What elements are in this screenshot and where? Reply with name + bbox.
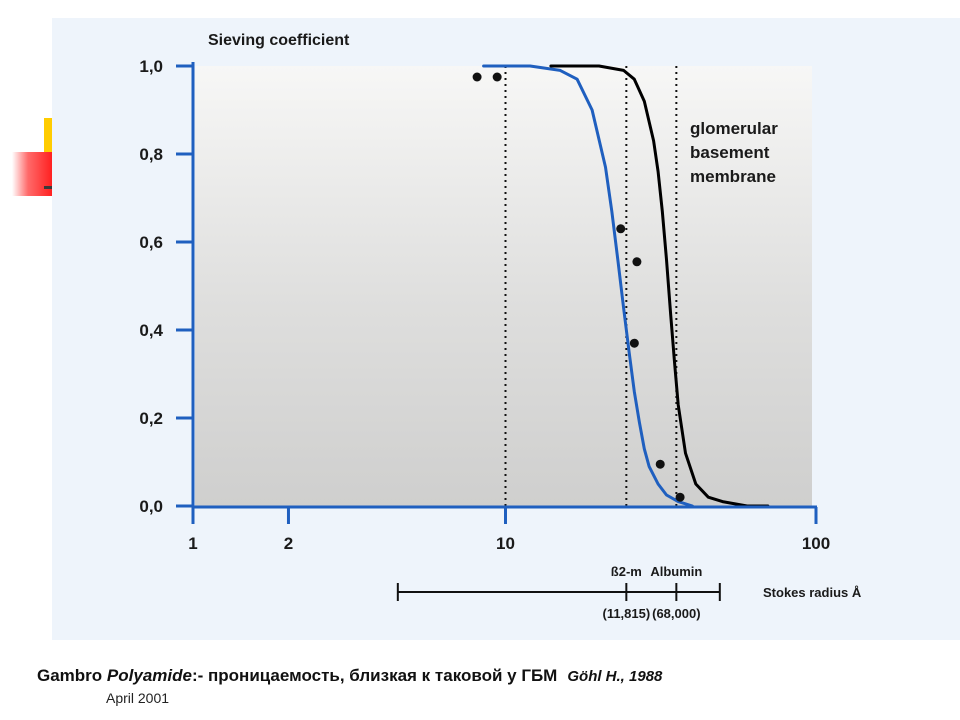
- data-point-0: [472, 72, 482, 82]
- slide-decoration-yellow: [44, 118, 52, 158]
- y-tick-label-3: 0,6: [139, 233, 163, 252]
- annotation-line-1: glomerular: [690, 119, 778, 138]
- y-tick-label-5: 1,0: [139, 57, 163, 76]
- sieving-chart: 0,0 0,2 0,4 0,6 0,8 1,0 1 2 10 100 Sieving coeff…: [139, 32, 862, 621]
- caption-brand: Gambro: [37, 666, 103, 685]
- data-point-4: [629, 338, 639, 348]
- ruler-marker-mw-1: (68,000): [652, 606, 700, 621]
- data-point-3: [632, 257, 642, 267]
- footer-date: April 2001: [106, 690, 170, 706]
- y-tick-label-0: 0,0: [139, 497, 163, 516]
- caption-citation: Göhl H., 1988: [567, 668, 663, 685]
- series-line-1: [549, 64, 770, 508]
- plot-area: [195, 66, 812, 506]
- reference-lines: [504, 66, 678, 506]
- y-tick-label-2: 0,4: [139, 321, 163, 340]
- data-point-2: [616, 224, 626, 234]
- stokes-radius-label: Stokes radius Å: [763, 585, 862, 600]
- caption-text: :- проницаемость, близкая к таковой у ГБ…: [191, 666, 558, 685]
- ruler-marker-name-1: Albumin: [650, 564, 702, 579]
- y-ticks: 0,0 0,2 0,4 0,6 0,8 1,0: [139, 57, 193, 516]
- gbm-annotation: glomerular basement membrane: [690, 119, 778, 186]
- ruler-marker-mw-0: (11,815): [602, 606, 650, 621]
- y-tick-label-4: 0,8: [139, 145, 163, 164]
- slide-decoration-line: [44, 186, 52, 189]
- data-point-6: [675, 492, 685, 502]
- x-tick-label-3: 100: [802, 534, 830, 553]
- caption-product: Polyamide: [106, 666, 192, 685]
- x-ticks: 1 2 10 100: [188, 507, 830, 553]
- slide-caption: Gambro Polyamide:- проницаемость, близка…: [37, 666, 937, 686]
- series-lines: [482, 64, 770, 508]
- data-point-1: [492, 72, 502, 82]
- data-point-5: [655, 459, 665, 469]
- stokes-radius-ruler: ß2-m (11,815) Albumin (68,000): [396, 564, 721, 621]
- x-tick-label-1: 2: [284, 534, 293, 553]
- series-line-0: [482, 64, 694, 508]
- y-tick-label-1: 0,2: [139, 409, 163, 428]
- annotation-line-3: membrane: [690, 167, 776, 186]
- x-tick-label-0: 1: [188, 534, 197, 553]
- ruler-marker-name-0: ß2-m: [611, 564, 642, 579]
- annotation-line-2: basement: [690, 143, 770, 162]
- x-tick-label-2: 10: [496, 534, 515, 553]
- y-axis-title: Sieving coefficient: [208, 32, 350, 49]
- data-points: [472, 72, 685, 502]
